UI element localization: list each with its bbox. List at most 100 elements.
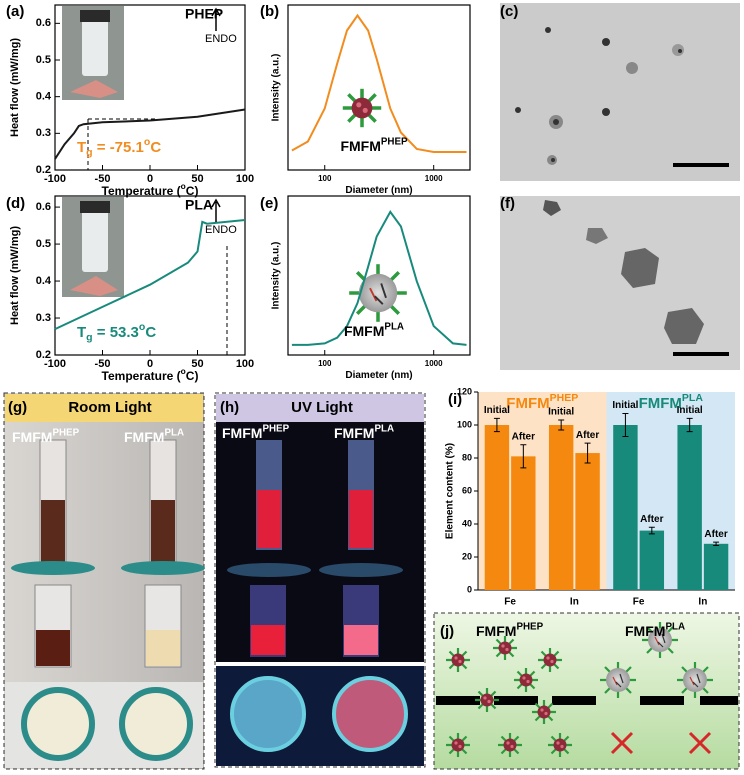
tem-image <box>500 196 740 370</box>
filter <box>227 563 311 577</box>
x-axis-label: Temperature (oC) <box>102 181 199 198</box>
data-line <box>291 210 467 346</box>
text-part: C) <box>186 184 199 198</box>
text-part: Diameter (nm) <box>345 370 412 381</box>
text-part: FMFM <box>476 623 516 639</box>
x-tick-label: 1000 <box>425 359 443 368</box>
x-tick-label: -100 <box>44 358 66 370</box>
annotation: ENDO <box>205 224 237 236</box>
y-tick-label: 0.2 <box>36 164 51 176</box>
annotation: ENDO <box>205 33 237 45</box>
filter-disc <box>332 676 408 752</box>
sample-label: FMFMPHEP <box>222 423 290 441</box>
error-bar <box>584 442 591 464</box>
text-part: Temperature ( <box>102 184 181 198</box>
bar-label: After <box>512 431 535 442</box>
text-part: FMFM <box>625 623 665 639</box>
bar-label: After <box>704 529 727 540</box>
text-part: FMFM <box>506 395 549 412</box>
vial-liquid <box>251 625 285 655</box>
sample-label: FMFMPHEP <box>340 136 408 154</box>
x-tick-label: 50 <box>191 358 203 370</box>
text-part: FMFM <box>340 138 380 154</box>
text-part: = 53.3 <box>93 324 139 341</box>
error-bar <box>648 526 655 535</box>
y-tick-label: 120 <box>457 386 472 396</box>
membrane <box>436 696 738 705</box>
panel-label: (g) <box>8 399 27 416</box>
y-axis-label: Intensity (a.u.) <box>271 242 282 310</box>
bar-label: Initial <box>677 405 703 416</box>
y-axis-label: Intensity (a.u.) <box>271 54 282 122</box>
tem-aggregates <box>543 200 704 344</box>
vial <box>82 210 108 272</box>
error-bar <box>713 541 720 546</box>
diagram-panel <box>433 612 740 770</box>
y-tick-label: 0.2 <box>36 349 51 361</box>
sample-label: FMFMPLA <box>344 321 404 339</box>
tem-image <box>500 3 740 181</box>
text-part: = -75.1 <box>93 139 144 156</box>
header-band <box>5 394 203 422</box>
filter <box>319 563 403 577</box>
header-band <box>216 394 424 422</box>
filter-disc <box>230 676 306 752</box>
vial <box>82 18 108 76</box>
y-tick-label: 0.5 <box>36 238 51 250</box>
tg-construction <box>87 118 155 170</box>
text-part: Diameter (nm) <box>345 185 412 196</box>
photo-title: Room Light <box>68 399 151 416</box>
panel-label: (c) <box>500 3 518 20</box>
text-part: FMFM <box>639 395 682 412</box>
x-tick-label: In <box>570 597 579 608</box>
filter-disc <box>119 687 193 761</box>
error-bar <box>558 419 565 431</box>
nanoparticle-icon <box>347 262 409 324</box>
x-tick-label: 100 <box>318 174 332 183</box>
sample-label: FMFMPLA <box>334 423 394 441</box>
y-tick-label: 0.6 <box>36 17 51 29</box>
text-part: o <box>144 136 150 148</box>
x-tick-label: 100 <box>236 173 254 185</box>
vial-holder <box>70 276 118 296</box>
bar <box>484 425 510 590</box>
diagram-label: FMFMPLA <box>625 621 685 639</box>
sample-label: FMFMPHEP <box>12 427 80 445</box>
panel-label: (b) <box>260 3 279 20</box>
y-axis-label: Heat flow (mW/mg) <box>9 38 21 137</box>
vial <box>34 584 182 668</box>
vial-cap <box>80 201 110 213</box>
panel-label: (i) <box>448 391 462 408</box>
y-tick-label: 0 <box>467 584 472 594</box>
tg-label: Tg = 53.3oC <box>77 321 156 344</box>
scale-bar <box>673 352 729 356</box>
error-bar <box>520 444 527 469</box>
text-part: PHEP <box>550 392 579 404</box>
y-tick-label: 0.3 <box>36 312 51 324</box>
y-tick-label: 0.4 <box>36 275 52 287</box>
nanoparticle-icon <box>341 87 383 129</box>
text-part: FMFM <box>12 429 52 445</box>
x-tick-label: Fe <box>633 597 645 608</box>
filter <box>11 561 205 575</box>
scale-bar <box>673 163 729 167</box>
y-axis-label: Element content (%) <box>445 443 456 539</box>
blocked-mark <box>610 731 712 755</box>
sample-label: PLA <box>185 197 213 213</box>
bar <box>703 543 729 590</box>
group-label: FMFMPLA <box>639 392 704 412</box>
y-tick-label: 20 <box>462 551 472 561</box>
x-tick-label: 50 <box>191 173 203 185</box>
x-tick-label: -50 <box>95 173 111 185</box>
photo-title: UV Light <box>291 399 353 416</box>
y-axis-label: Heat flow (mW/mg) <box>9 226 21 325</box>
error-bar <box>493 417 500 433</box>
bar-label: Initial <box>548 407 574 418</box>
text-part: o <box>181 181 186 191</box>
error-bar <box>622 412 629 438</box>
bar-label: After <box>576 430 599 441</box>
bar <box>575 453 600 590</box>
text-part: PLA <box>665 621 685 632</box>
bar-label: Initial <box>484 405 510 416</box>
